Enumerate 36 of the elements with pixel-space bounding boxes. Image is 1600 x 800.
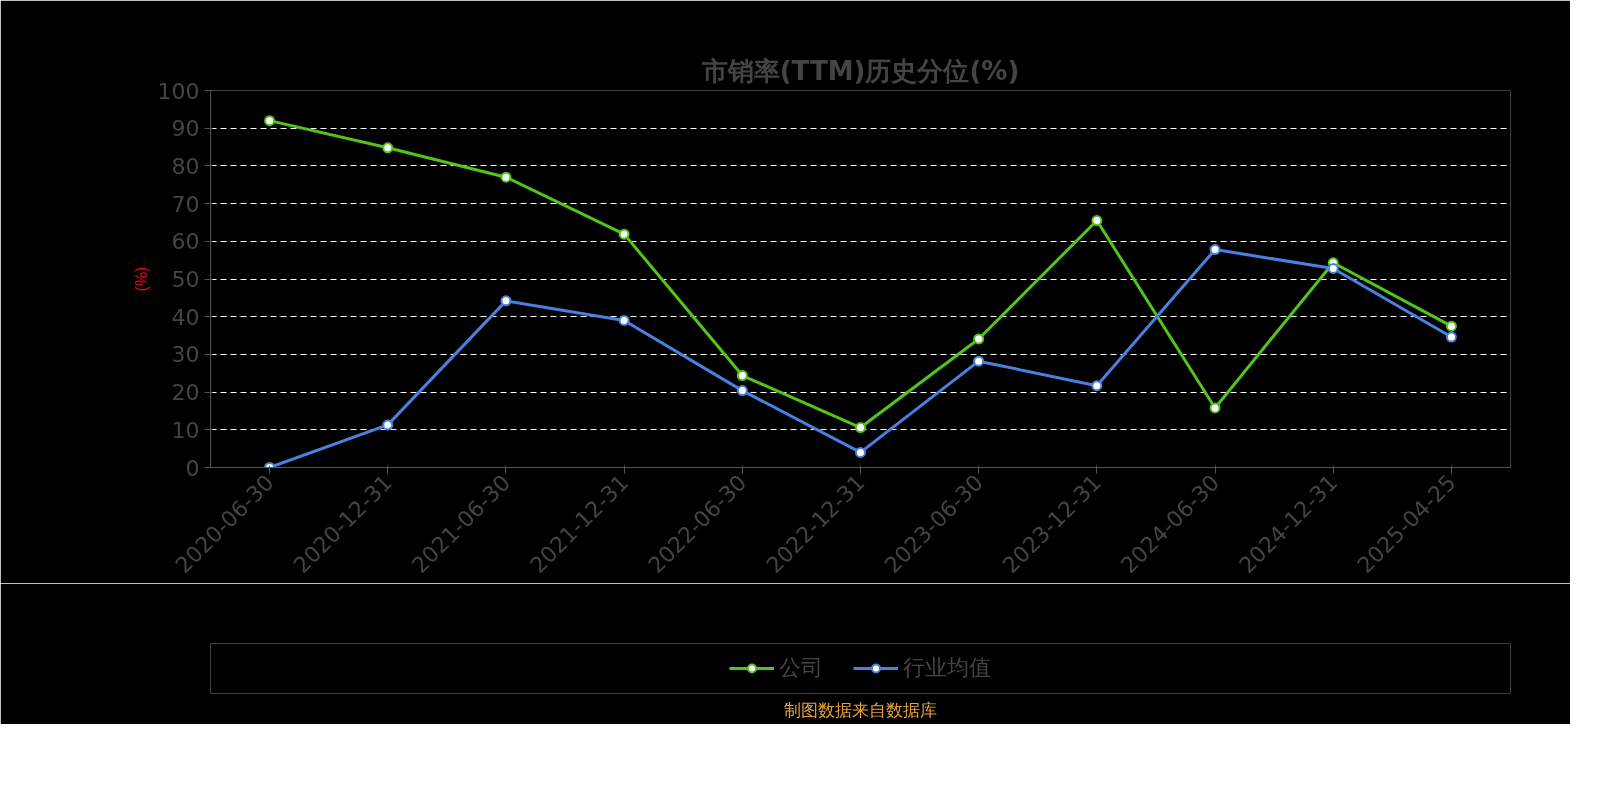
point	[618, 228, 630, 240]
y-tick-label: 0	[185, 455, 200, 481]
point	[1091, 215, 1103, 227]
point	[736, 370, 748, 381]
y-axis-title: (%)	[132, 266, 150, 292]
y-tick-label: 10	[171, 417, 200, 443]
y-tick-label: 60	[171, 229, 200, 255]
y-tick-label: 50	[171, 267, 200, 292]
point	[1091, 380, 1103, 392]
point	[973, 333, 985, 345]
y-tick-label: 40	[171, 304, 200, 330]
point	[736, 385, 748, 397]
point	[1209, 402, 1221, 414]
y-tick-label: 20	[171, 380, 200, 406]
point	[382, 142, 394, 154]
y-tick-label: 100	[157, 78, 200, 104]
point	[382, 419, 394, 431]
point	[264, 115, 276, 127]
point	[618, 314, 630, 326]
point	[1209, 244, 1221, 256]
point	[1445, 331, 1457, 343]
legend-label: 公司	[779, 654, 823, 682]
y-tick-label: 80	[171, 153, 200, 179]
y-tick-label: 70	[171, 191, 200, 217]
point	[500, 171, 512, 183]
y-tick-label: 90	[171, 116, 200, 142]
point	[500, 295, 512, 307]
point	[973, 355, 985, 367]
chart-title: 市销率(TTM)历史分位(%)	[700, 55, 1020, 86]
text: 制图数据来自数据库	[784, 700, 937, 720]
legend-label: 行业均值	[903, 654, 991, 682]
point	[855, 422, 866, 434]
point	[1327, 262, 1339, 274]
point	[855, 446, 866, 458]
point	[1445, 320, 1457, 332]
y-tick-label: 30	[171, 342, 200, 368]
